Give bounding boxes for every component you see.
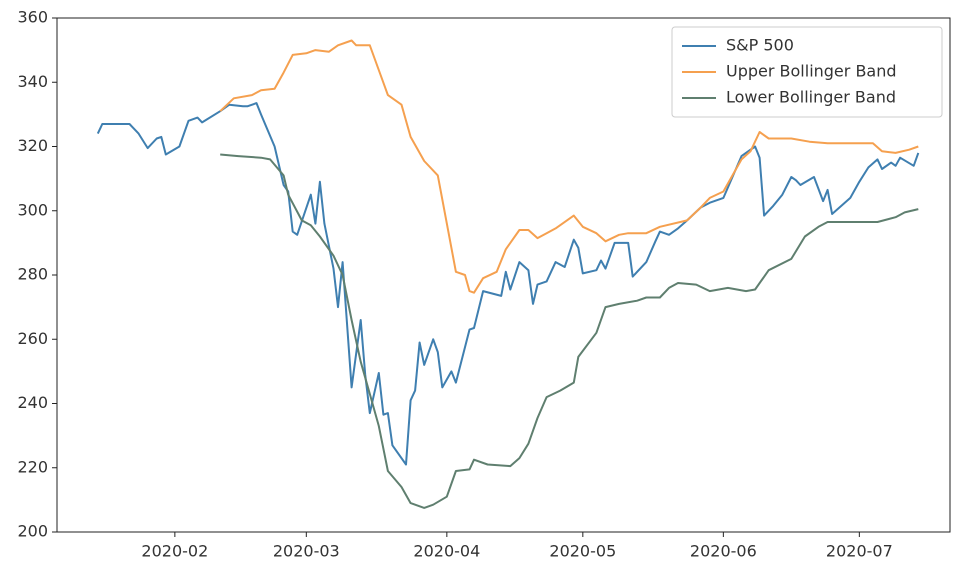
y-tick-label: 260 (17, 329, 48, 348)
y-tick-label: 220 (17, 457, 48, 476)
x-tick-label: 2020-07 (826, 542, 893, 561)
legend-label: S&P 500 (726, 36, 794, 55)
plot-frame (56, 17, 951, 533)
x-tick-label: 2020-06 (690, 542, 757, 561)
y-tick-label: 300 (17, 200, 48, 219)
x-tick-label: 2020-03 (273, 542, 340, 561)
line-series (96, 102, 920, 466)
y-tick-label: 320 (17, 136, 48, 155)
line-series (219, 39, 919, 294)
legend: S&P 500 Upper Bollinger Band Lower Bolling… (671, 26, 943, 118)
line-series (220, 153, 919, 509)
x-tick-label: 2020-04 (413, 542, 480, 561)
legend-label: Lower Bollinger Band (726, 88, 896, 107)
x-tick-label: 2020-02 (141, 542, 208, 561)
legend-label: Upper Bollinger Band (726, 62, 897, 81)
y-tick-label: 360 (17, 8, 48, 27)
y-tick-label: 200 (17, 522, 48, 541)
legend-box (671, 26, 943, 118)
y-tick-label: 280 (17, 265, 48, 284)
y-tick-label: 240 (17, 393, 48, 412)
x-tick-label: 2020-05 (549, 542, 616, 561)
y-tick-label: 340 (17, 72, 48, 91)
